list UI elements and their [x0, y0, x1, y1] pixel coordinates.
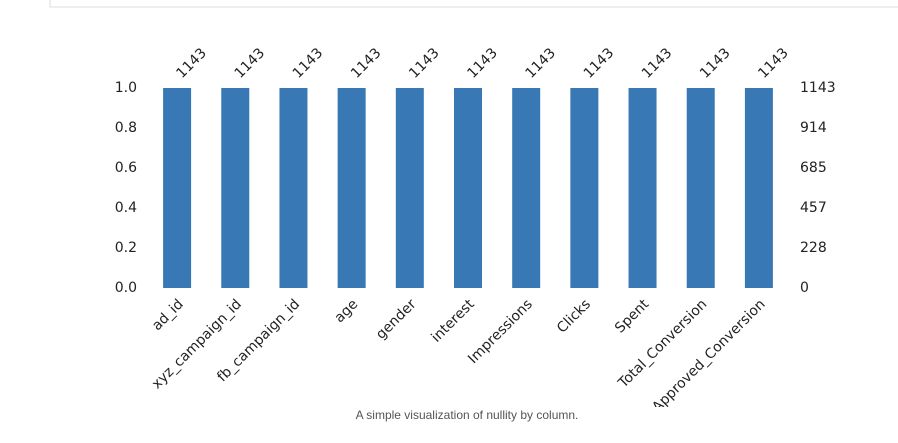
x-tick-label: ad_id: [149, 296, 187, 334]
bar: [744, 88, 773, 288]
y-tick-label: 0.6: [115, 160, 137, 176]
value-label: 1143: [697, 45, 734, 82]
value-label: 1143: [232, 45, 269, 82]
value-label: 1143: [464, 45, 501, 82]
y-tick-label: 0.0: [115, 280, 137, 296]
y2-tick-label: 914: [800, 120, 827, 136]
y-tick-label: 0.8: [115, 120, 137, 136]
bar: [279, 88, 308, 288]
caption: A simple visualization of nullity by col…: [356, 408, 579, 422]
value-label: 1143: [755, 45, 792, 82]
value-label: 1143: [523, 45, 560, 82]
value-label: 1143: [581, 45, 618, 82]
x-tick-label: Spent: [612, 296, 652, 336]
x-tick-label: Approved_Conversion: [649, 296, 768, 415]
x-tick-label: interest: [428, 296, 478, 346]
value-label: 1143: [173, 45, 210, 82]
bar: [512, 88, 541, 288]
bar: [395, 88, 424, 288]
y2-tick-label: 685: [800, 160, 827, 176]
bar: [337, 88, 366, 288]
y2-tick-label: 0: [800, 280, 809, 296]
y-tick-label: 0.2: [115, 240, 137, 256]
value-label: 1143: [290, 45, 327, 82]
cell-frame: [49, 0, 898, 8]
y-tick-label: 0.4: [115, 200, 137, 216]
bar: [221, 88, 250, 288]
x-tick-label: age: [332, 296, 362, 326]
bar: [163, 88, 192, 288]
y2-tick-label: 228: [800, 240, 827, 256]
x-tick-label: Clicks: [554, 296, 594, 336]
x-tick-label: gender: [373, 296, 420, 343]
y2-tick-label: 457: [800, 200, 827, 216]
value-label: 1143: [348, 45, 385, 82]
bar: [454, 88, 482, 288]
bar: [570, 88, 599, 288]
y2-tick-label: 1143: [800, 80, 836, 96]
value-label: 1143: [639, 45, 676, 82]
bar: [686, 88, 715, 288]
value-label: 1143: [406, 45, 443, 82]
bar: [628, 88, 657, 288]
y-tick-label: 1.0: [115, 80, 137, 96]
